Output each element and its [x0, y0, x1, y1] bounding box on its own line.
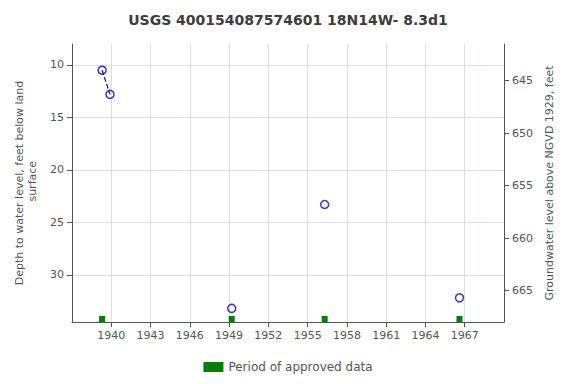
svg-text:30: 30: [50, 268, 64, 281]
svg-text:Groundwater level above NGVD 1: Groundwater level above NGVD 1929, feet: [543, 65, 556, 301]
svg-text:15: 15: [50, 111, 64, 124]
svg-text:1955: 1955: [294, 329, 322, 342]
svg-text:1952: 1952: [254, 329, 282, 342]
svg-text:surface: surface: [26, 161, 39, 205]
svg-text:1940: 1940: [97, 329, 125, 342]
svg-text:1946: 1946: [176, 329, 204, 342]
svg-text:USGS 400154087574601 18N14W- 8: USGS 400154087574601 18N14W- 8.3d1: [128, 12, 448, 28]
svg-text:1949: 1949: [215, 329, 243, 342]
svg-text:665: 665: [512, 284, 533, 297]
svg-text:25: 25: [50, 216, 64, 229]
svg-text:1961: 1961: [372, 329, 400, 342]
svg-text:1958: 1958: [333, 329, 361, 342]
svg-text:1943: 1943: [137, 329, 165, 342]
svg-text:Period of approved data: Period of approved data: [228, 360, 372, 374]
svg-text:660: 660: [512, 232, 533, 245]
svg-text:650: 650: [512, 127, 533, 140]
svg-text:10: 10: [50, 58, 64, 71]
svg-text:1967: 1967: [451, 329, 479, 342]
svg-text:20: 20: [50, 163, 64, 176]
svg-text:645: 645: [512, 74, 533, 87]
svg-text:Depth to water level, feet bel: Depth to water level, feet below land: [13, 81, 26, 286]
svg-text:655: 655: [512, 179, 533, 192]
svg-text:1964: 1964: [411, 329, 439, 342]
